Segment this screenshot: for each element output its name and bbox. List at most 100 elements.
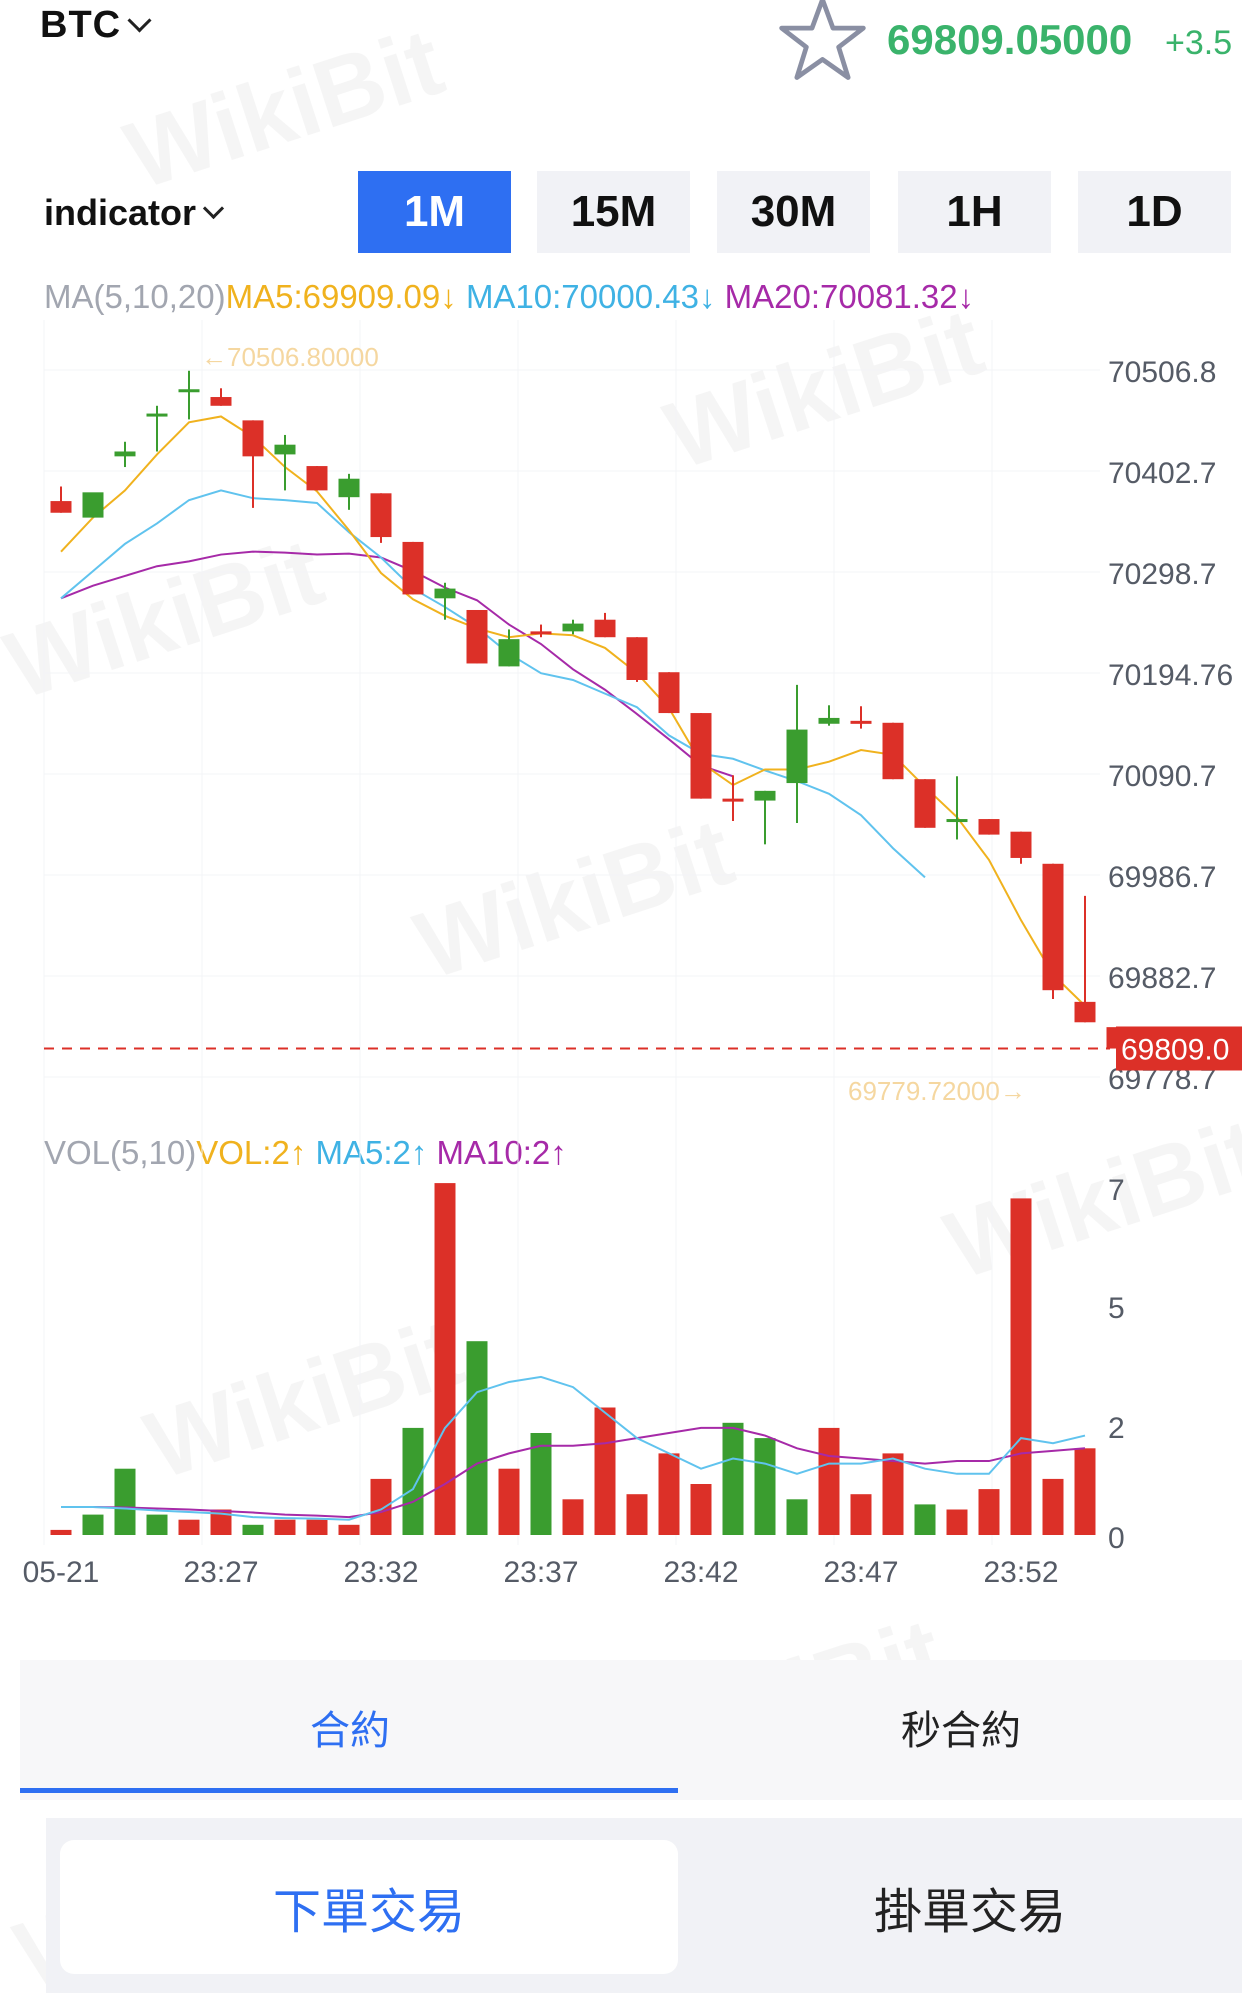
time-tick-label: 23:27 bbox=[183, 1556, 258, 1589]
volume-bar bbox=[914, 1504, 936, 1535]
tab-1h[interactable]: 1H bbox=[898, 171, 1051, 253]
candle-body bbox=[1074, 1001, 1096, 1023]
min-price-marker: 69779.72000→ bbox=[848, 1076, 1026, 1106]
candle-body bbox=[882, 722, 904, 780]
indicator-selector[interactable]: indicator bbox=[44, 188, 225, 238]
candle-body bbox=[498, 639, 520, 667]
candle-body bbox=[114, 451, 136, 457]
candlestick-series bbox=[50, 370, 1128, 1069]
volume-tick-label: 2 bbox=[1108, 1412, 1125, 1445]
ma10-arrow-icon: ↓ bbox=[698, 278, 716, 315]
vol-ma10-line bbox=[61, 1426, 1086, 1519]
contract-tabs: 合約 秒合約 bbox=[20, 1660, 1242, 1800]
volume-bar bbox=[530, 1433, 552, 1535]
ma5-arrow-icon: ↓ bbox=[440, 278, 457, 315]
candle-body bbox=[818, 717, 840, 724]
price-chart[interactable]: 70506.8 70402.7 70298.7 70194.76 70090.7 6998… bbox=[0, 270, 1242, 1590]
candle-body bbox=[562, 623, 584, 632]
tab-15m[interactable]: 15M bbox=[537, 171, 690, 253]
volume-bar bbox=[754, 1438, 776, 1535]
vol-ma10-arrow-icon: ↑ bbox=[550, 1134, 567, 1171]
ma20-arrow-icon: ↓ bbox=[957, 278, 975, 315]
candle-body bbox=[754, 790, 776, 801]
candle-body bbox=[466, 609, 488, 664]
vol-ma5-arrow-icon: ↑ bbox=[410, 1134, 428, 1171]
volume-bar bbox=[50, 1529, 72, 1535]
vol-ma5-legend: MA5:2 bbox=[315, 1134, 411, 1171]
candle-body bbox=[914, 779, 936, 828]
volume-bar bbox=[242, 1524, 264, 1535]
volume-tick-label: 0 bbox=[1108, 1522, 1125, 1555]
ma-legend: MA(5,10,20)MA5:69909.09↓ MA10:70000.43↓ … bbox=[44, 278, 974, 316]
last-price-label: 69809.0 bbox=[1121, 1033, 1229, 1066]
vol-ma10-legend: MA10:2 bbox=[436, 1134, 551, 1171]
indicator-label: indicator bbox=[44, 192, 197, 233]
current-price: 69809.05000 bbox=[887, 16, 1133, 63]
volume-bar bbox=[626, 1494, 648, 1535]
symbol-selector[interactable]: BTC bbox=[40, 0, 152, 50]
candle-body bbox=[338, 478, 360, 498]
volume-bar bbox=[1074, 1448, 1096, 1535]
vol-arrow-icon: ↑ bbox=[289, 1134, 307, 1171]
ma20-line bbox=[60, 550, 734, 778]
limit-order-button[interactable]: 掛單交易 bbox=[873, 1886, 1066, 1939]
price-tick-label: 69882.7 bbox=[1108, 962, 1216, 995]
ma5-legend: MA5:69909.09 bbox=[225, 278, 441, 315]
vol-ma5-line bbox=[61, 1375, 1086, 1521]
time-tick-label: 05-21 bbox=[23, 1556, 100, 1589]
candle-body bbox=[978, 819, 1000, 835]
candle-body bbox=[306, 466, 328, 491]
volume-bar bbox=[274, 1519, 296, 1535]
volume-tick-label: 5 bbox=[1108, 1292, 1125, 1325]
volume-bar bbox=[690, 1484, 712, 1535]
tab-contract[interactable]: 合約 bbox=[310, 1709, 390, 1753]
ma10-legend: MA10:70000.43 bbox=[465, 278, 699, 315]
time-axis: 05-21 23:27 23:32 23:37 23:42 23:47 23:52 bbox=[23, 1556, 1059, 1589]
volume-bar bbox=[82, 1514, 104, 1535]
vol-legend: VOL(5,10)VOL:2↑ MA5:2↑ MA10:2↑ bbox=[44, 1134, 567, 1172]
price-tick-label: 70194.76 bbox=[1108, 659, 1233, 692]
price-change: +3.5 bbox=[1165, 24, 1233, 62]
candle-body bbox=[946, 819, 968, 823]
tab-1d[interactable]: 1D bbox=[1078, 171, 1231, 253]
candle-body bbox=[626, 637, 648, 680]
market-order-button[interactable]: 下單交易 bbox=[60, 1840, 678, 1974]
candle-body bbox=[434, 588, 456, 599]
favorite-star-icon[interactable] bbox=[775, 0, 870, 87]
tab-1m[interactable]: 1M bbox=[358, 171, 511, 253]
ma-legend-prefix: MA(5,10,20) bbox=[44, 278, 226, 315]
candle-body bbox=[1042, 863, 1064, 991]
time-tick-label: 23:42 bbox=[663, 1556, 738, 1589]
volume-tick-label: 7 bbox=[1108, 1174, 1125, 1207]
candle-body bbox=[274, 444, 296, 455]
price-tick-label: 70090.7 bbox=[1108, 760, 1216, 793]
vol-legend-prefix: VOL(5,10) bbox=[44, 1134, 197, 1171]
ma10-line bbox=[60, 489, 926, 879]
time-tick-label: 23:37 bbox=[503, 1556, 578, 1589]
time-tick-label: 23:32 bbox=[343, 1556, 418, 1589]
volume-bar bbox=[402, 1427, 424, 1535]
price-axis: 70506.8 70402.7 70298.7 70194.76 70090.7 6998… bbox=[201, 342, 1233, 1106]
symbol-label: BTC bbox=[40, 3, 122, 46]
price-tick-label: 69986.7 bbox=[1108, 861, 1216, 894]
volume-bar bbox=[786, 1499, 808, 1535]
tab-30m[interactable]: 30M bbox=[717, 171, 870, 253]
volume-bar bbox=[114, 1468, 136, 1535]
tab-second-contract[interactable]: 秒合約 bbox=[901, 1709, 1021, 1753]
volume-ma-lines bbox=[61, 1375, 1086, 1521]
volume-bar bbox=[306, 1519, 328, 1535]
candle-body bbox=[146, 413, 168, 417]
last-price-tag bbox=[1116, 1026, 1242, 1071]
volume-bar bbox=[850, 1494, 872, 1535]
candle-body bbox=[690, 713, 712, 799]
chart-grid bbox=[43, 320, 1100, 1545]
volume-bar bbox=[1042, 1478, 1064, 1535]
last-price-line: 69809.0 bbox=[44, 1026, 1242, 1071]
price-tick-label: 70402.7 bbox=[1108, 457, 1216, 490]
chevron-down-icon bbox=[127, 7, 152, 33]
volume-bar bbox=[882, 1453, 904, 1535]
volume-bar bbox=[466, 1341, 488, 1535]
volume-bar bbox=[978, 1489, 1000, 1535]
price-tick-label: 70506.8 bbox=[1108, 356, 1216, 389]
price-ma-lines bbox=[60, 415, 1086, 1007]
